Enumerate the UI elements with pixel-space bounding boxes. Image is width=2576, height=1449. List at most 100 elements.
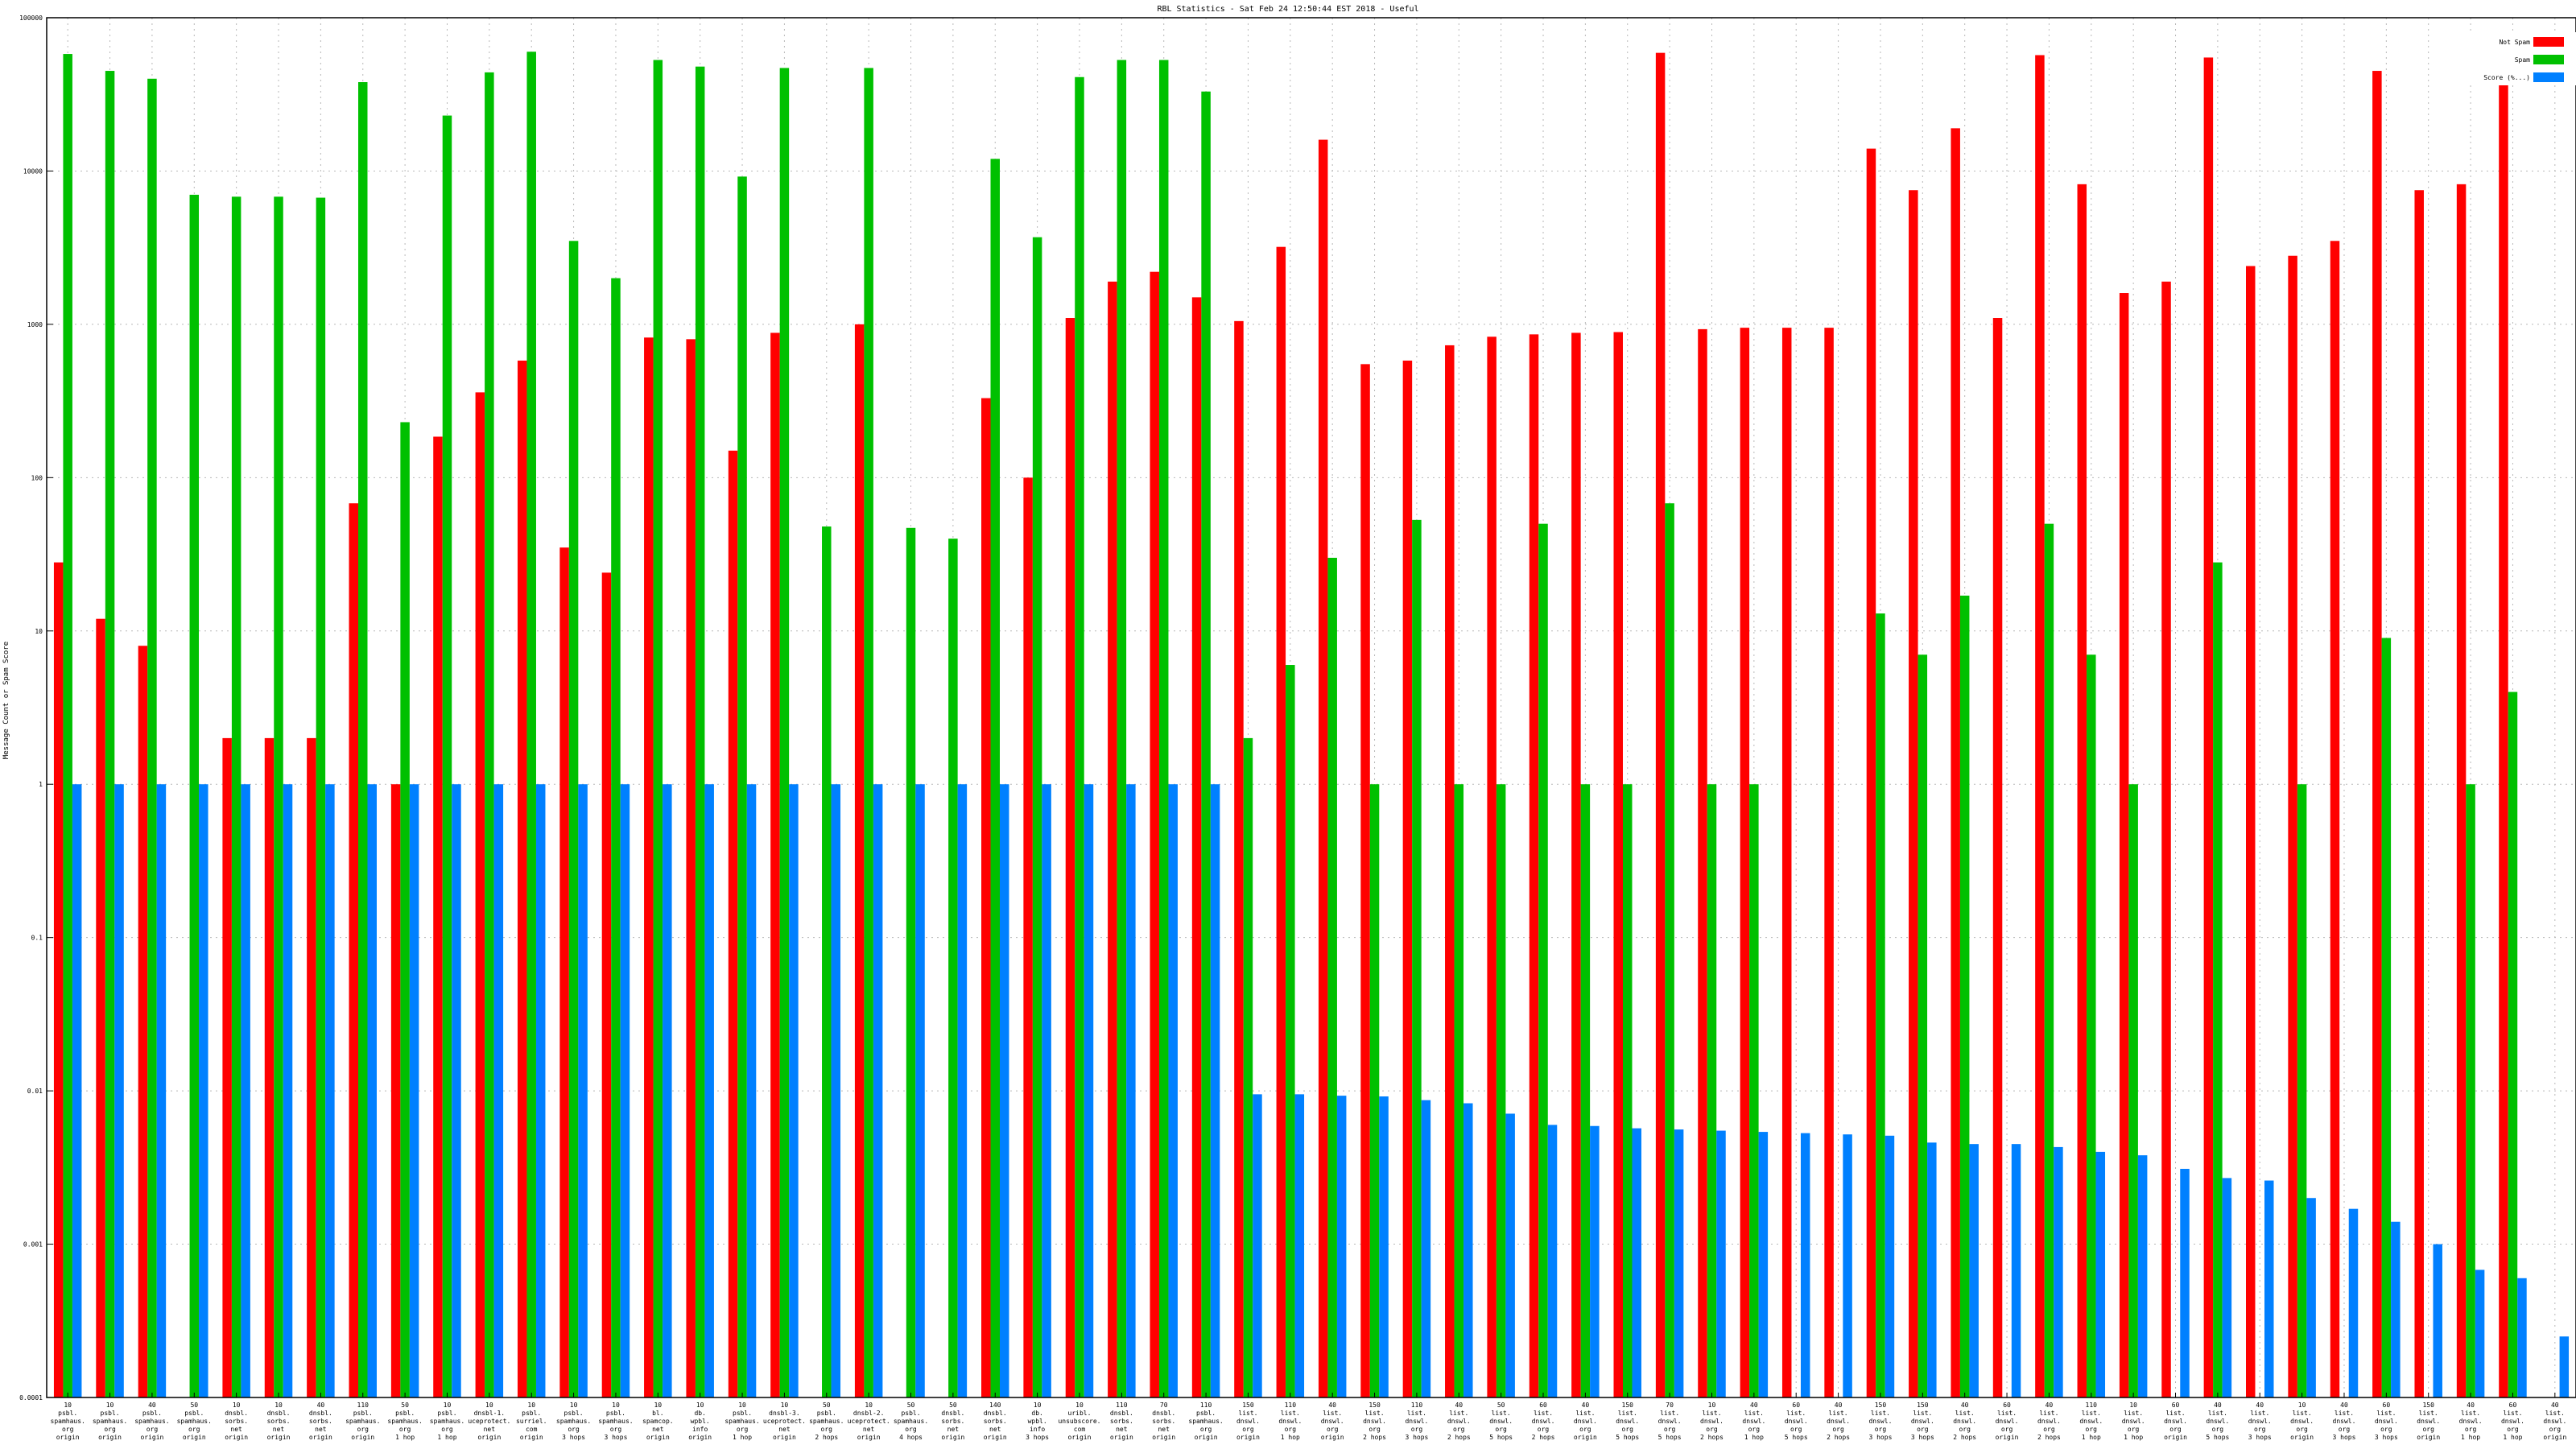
bar-not-spam (138, 646, 148, 1397)
bar-spam (526, 52, 536, 1397)
x-tick-label: 40 list. dnswl. org origin (1574, 1402, 1597, 1441)
bar-score (1084, 784, 1094, 1397)
x-tick-label: 60 list. dnswl. org origin (2164, 1402, 2187, 1441)
bar-not-spam (686, 339, 696, 1397)
bar-not-spam (854, 324, 865, 1397)
y-tick-label: 0.1 (31, 935, 43, 942)
bar-score (2306, 1198, 2316, 1397)
x-tick-label: 40 dnsbl. sorbs. net origin (309, 1402, 332, 1441)
x-tick-label: 40 list. dnswl. org 2 hops (1827, 1402, 1850, 1441)
bar-score (1379, 1096, 1389, 1397)
bar-spam (864, 68, 873, 1397)
legend-label: Score (%...) (2483, 74, 2530, 81)
x-tick-label: 40 psbl. spamhaus. org origin (134, 1402, 169, 1441)
bar-not-spam (1360, 364, 1370, 1398)
bar-score (325, 784, 335, 1397)
bar-not-spam (1150, 271, 1159, 1397)
x-tick-label: 10 psbl. spamhaus. org origin (51, 1402, 85, 1441)
bar-score (535, 784, 546, 1397)
bar-score (1800, 1133, 1810, 1397)
x-tick-label: 150 list. dnswl. org 3 hops (1911, 1402, 1934, 1441)
bar-not-spam (1909, 190, 1918, 1398)
x-tick-label: 10 psbl. spamhaus. org 1 hop (430, 1402, 464, 1441)
x-tick-label: 150 list. dnswl. org origin (1236, 1402, 1260, 1441)
legend-label: Spam (2515, 56, 2530, 64)
bar-not-spam (1065, 318, 1075, 1398)
bar-score (1000, 784, 1009, 1397)
bar-score (1758, 1132, 1769, 1397)
bar-spam (1623, 784, 1633, 1397)
y-axis-label: Message Count or Spam Score (2, 642, 10, 759)
x-tick-label: 40 list. dnswl. org 5 hops (2206, 1402, 2229, 1441)
x-tick-label: 110 psbl. spamhaus. org origin (1188, 1402, 1223, 1441)
bar-spam (2466, 784, 2475, 1397)
x-tick-label: 10 psbl. spamhaus. org 1 hop (724, 1402, 759, 1441)
bar-spam (2297, 784, 2307, 1397)
bar-score (1210, 784, 1220, 1397)
x-tick-label: 10 dnsbl-2. uceprotect. net origin (848, 1402, 890, 1441)
bar-score (2222, 1178, 2232, 1397)
bar-not-spam (1951, 128, 1960, 1397)
x-tick-label: 40 list. dnswl. org 2 hops (2037, 1402, 2061, 1441)
x-tick-label: 110 list. dnswl. org 1 hop (2079, 1402, 2103, 1441)
bar-spam (906, 527, 916, 1397)
bar-spam (485, 72, 494, 1397)
bar-spam (358, 82, 368, 1398)
bar-not-spam (1234, 320, 1244, 1397)
x-tick-label: 110 dnsbl. sorbs. net origin (1110, 1402, 1133, 1441)
bar-score (1421, 1100, 1431, 1397)
bar-not-spam (2456, 184, 2467, 1397)
x-tick-label: 40 list. dnswl. org 1 hop (2459, 1402, 2483, 1441)
x-tick-label: 40 list. dnswl. org 2 hops (1447, 1402, 1471, 1441)
bar-not-spam (2077, 184, 2087, 1397)
bar-score (2137, 1155, 2148, 1397)
bar-score (915, 784, 925, 1397)
bar-not-spam (981, 398, 991, 1398)
bar-score (746, 784, 757, 1397)
bar-spam (105, 71, 115, 1398)
bar-not-spam (1781, 328, 1792, 1397)
bar-not-spam (1613, 332, 1623, 1397)
y-tick-label: 10 (35, 628, 43, 635)
bar-not-spam (307, 737, 316, 1397)
x-tick-label: 150 list. dnswl. org 3 hops (1868, 1402, 1892, 1441)
bar-score (831, 784, 841, 1397)
bar-not-spam (559, 547, 569, 1397)
bar-spam (1117, 60, 1127, 1397)
x-tick-label: 110 psbl. spamhaus. org origin (345, 1402, 380, 1441)
bar-score (1294, 1094, 1305, 1397)
bar-not-spam (2372, 71, 2382, 1398)
bar-not-spam (1824, 328, 1834, 1397)
bar-score (704, 784, 714, 1397)
bar-not-spam (2288, 255, 2297, 1398)
x-tick-label: 40 list. dnswl. org 2 hops (1953, 1402, 1976, 1441)
bar-not-spam (2246, 266, 2256, 1398)
x-tick-label: 60 list. dnswl. org origin (1996, 1402, 2019, 1441)
bar-not-spam (349, 503, 358, 1397)
bar-spam (990, 159, 1000, 1397)
y-tick-label: 0.001 (23, 1241, 43, 1249)
bar-score (156, 784, 167, 1397)
bar-not-spam (1866, 148, 1876, 1397)
x-tick-label: 10 dnsbl-1. uceprotect. net origin (468, 1402, 510, 1441)
x-tick-label: 60 list. dnswl. org 1 hop (2501, 1402, 2524, 1441)
bar-not-spam (1698, 328, 1707, 1398)
x-tick-label: 110 list. dnswl. org 1 hop (1278, 1402, 1302, 1441)
x-tick-label: 40 list. dnswl. org 3 hops (2333, 1402, 2356, 1441)
bar-score (114, 784, 124, 1397)
bar-spam (1538, 523, 1548, 1397)
bar-spam (2508, 691, 2518, 1397)
x-tick-label: 10 psbl. surriel. com origin (516, 1402, 547, 1441)
bar-spam (568, 241, 579, 1397)
x-tick-label: 10 bl. spamcop. net origin (642, 1402, 674, 1441)
bar-not-spam (2203, 57, 2214, 1397)
bar-not-spam (1655, 52, 1666, 1397)
bar-score (2095, 1151, 2106, 1397)
bar-score (2391, 1221, 2401, 1397)
bar-spam (1749, 784, 1759, 1397)
x-tick-label: 50 list. dnswl. org 5 hops (1489, 1402, 1513, 1441)
bar-score (1463, 1103, 1473, 1397)
plot-frame (46, 17, 2576, 1398)
bar-score (1505, 1113, 1515, 1397)
bar-not-spam (601, 572, 612, 1397)
